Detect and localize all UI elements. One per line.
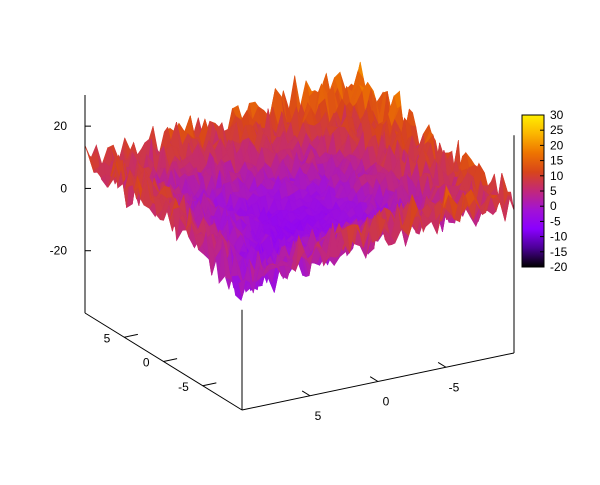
colorbar-tick-label: -20 (550, 260, 568, 274)
z-tick-label: -20 (50, 244, 68, 258)
y-tick-mark (124, 333, 138, 338)
colorbar-tick-label: 10 (550, 169, 564, 183)
colorbar-tick-label: 0 (550, 199, 557, 213)
x-tick-mark (301, 390, 311, 397)
z-tick-label: 0 (60, 181, 67, 195)
colorbar-tick-label: -5 (550, 214, 561, 228)
colorbar-tick-label: 20 (550, 138, 564, 152)
colorbar-tick-label: -10 (550, 230, 568, 244)
y-tick-label: 0 (143, 356, 150, 370)
colorbar-tick-label: 5 (550, 184, 557, 198)
surface-mesh (84, 61, 515, 302)
colorbar-tick-label: -15 (550, 245, 568, 259)
colorbar-tick-label: 25 (550, 123, 564, 137)
x-tick-label: -5 (449, 380, 460, 394)
x-tick-label: 5 (315, 409, 322, 423)
colorbar-tick-label: 15 (550, 154, 564, 168)
y-tick-label: 5 (104, 331, 111, 345)
y-tick-mark (163, 358, 178, 362)
tick-labels: 5 0 -5 5 0 -5 20 0 -20 (50, 119, 460, 423)
axes-frame (84, 95, 515, 411)
y-tick-label: -5 (178, 380, 189, 394)
surface-patch (238, 267, 248, 298)
x-tick-label: 0 (383, 395, 390, 409)
z-tick-label: 20 (54, 119, 68, 133)
x-tick-mark (369, 376, 379, 382)
colorbar-tick-label: 30 (550, 108, 564, 122)
y-tick-mark (202, 382, 217, 387)
x-tick-mark (437, 361, 447, 368)
